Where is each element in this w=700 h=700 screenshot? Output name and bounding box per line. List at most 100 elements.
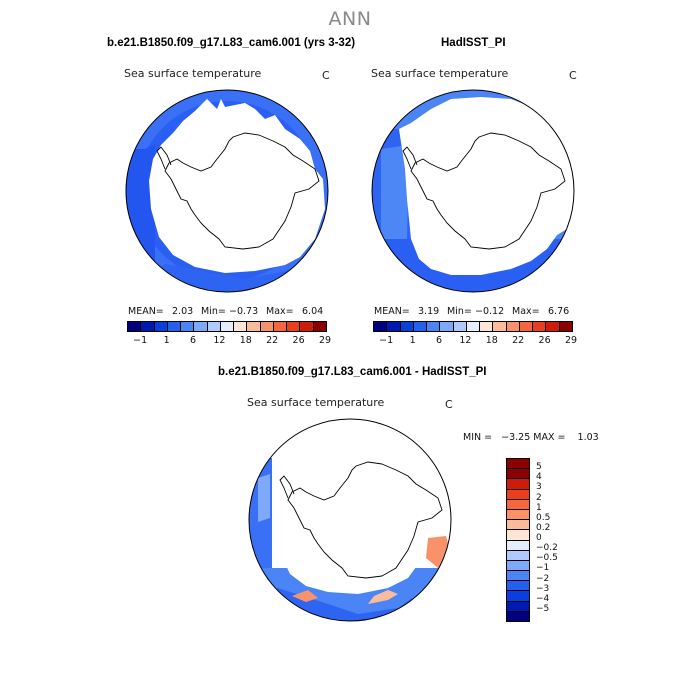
left-colorbar-cell bbox=[141, 322, 155, 331]
right-colorbar-cell bbox=[506, 322, 520, 331]
right-colorbar-ticks: −1 1 6 12 18 22 26 29 bbox=[373, 335, 577, 347]
right-colorbar-tick-label: −1 bbox=[379, 335, 394, 346]
right-colorbar-tick-label: 29 bbox=[564, 335, 578, 346]
diff-warm-patch-1 bbox=[292, 590, 318, 602]
right-colorbar-cell bbox=[559, 322, 572, 331]
diff-colorbar-cell bbox=[507, 540, 529, 551]
diff-units-label: C bbox=[445, 398, 453, 411]
left-antarctica-coast bbox=[164, 132, 320, 250]
right-colorbar-cell bbox=[374, 322, 388, 331]
left-min-label: Min= bbox=[201, 306, 226, 317]
right-colorbar-cell bbox=[453, 322, 467, 331]
right-colorbar-tick-label: 6 bbox=[435, 335, 443, 346]
diff-colorbar-tick-label: −0.2 bbox=[536, 543, 558, 554]
left-colorbar-cell bbox=[313, 322, 326, 331]
left-colorbar bbox=[127, 321, 327, 332]
diff-colorbar-tick-label: 2 bbox=[536, 492, 542, 503]
diff-colorbar-cell bbox=[507, 469, 529, 480]
left-colorbar-tick-label: 29 bbox=[318, 335, 332, 346]
right-colorbar-cell bbox=[533, 322, 547, 331]
left-mean-label: MEAN= bbox=[128, 306, 164, 317]
left-colorbar-cell bbox=[207, 322, 221, 331]
figure-title: ANN bbox=[328, 8, 372, 30]
diff-colorbar-tick-label: −0.5 bbox=[536, 553, 558, 564]
left-colorbar-cell bbox=[194, 322, 208, 331]
left-colorbar-tick-label: 12 bbox=[213, 335, 226, 346]
diff-panel-title: b.e21.B1850.f09_g17.L83_cam6.001 - HadIS… bbox=[218, 366, 487, 378]
right-panel-title: HadISST_PI bbox=[441, 37, 506, 49]
diff-antarctica-coast bbox=[287, 461, 443, 579]
left-colorbar-cell bbox=[167, 322, 182, 331]
right-colorbar-cell bbox=[427, 322, 441, 331]
right-colorbar-cell bbox=[546, 322, 560, 331]
diff-colorbar-tick-label: 0.2 bbox=[536, 522, 551, 533]
left-colorbar-tick-label: 22 bbox=[266, 335, 279, 346]
right-mean-value: 3.19 bbox=[418, 306, 440, 317]
diff-minmax-text: MIN = −3.25 MAX = 1.03 bbox=[463, 432, 599, 443]
left-colorbar-tick-label: −1 bbox=[133, 335, 148, 346]
right-min-label: Min= bbox=[447, 306, 472, 317]
left-colorbar-cell bbox=[234, 322, 248, 331]
left-colorbar-cell bbox=[181, 322, 195, 331]
diff-colorbar-tick-label: −1 bbox=[536, 563, 550, 574]
left-max-label: Max= bbox=[266, 306, 294, 317]
right-colorbar-cell bbox=[440, 322, 454, 331]
diff-colorbar-cell bbox=[507, 489, 529, 500]
diff-colorbar-cell bbox=[507, 611, 529, 621]
diff-colorbar-cell bbox=[507, 459, 529, 470]
right-units-label: C bbox=[569, 69, 577, 82]
right-colorbar-tick-label: 12 bbox=[459, 335, 472, 346]
diff-colorbar-tick-label: −2 bbox=[536, 573, 550, 584]
left-colorbar-tick-label: 26 bbox=[292, 335, 305, 346]
right-min-value: −0.12 bbox=[475, 306, 505, 317]
right-ice-region bbox=[399, 97, 574, 275]
left-panel-title: b.e21.B1850.f09_g17.L83_cam6.001 (yrs 3-… bbox=[107, 37, 356, 49]
right-colorbar-tick-label: 1 bbox=[409, 335, 416, 346]
left-colorbar-cell bbox=[287, 322, 301, 331]
left-colorbar-cell bbox=[260, 322, 274, 331]
diff-colorbar bbox=[506, 458, 530, 622]
right-variable-label: Sea surface temperature bbox=[371, 67, 509, 80]
diff-colorbar-tick-label: 5 bbox=[536, 462, 542, 473]
right-colorbar-cell bbox=[387, 322, 401, 331]
right-colorbar-tick-label: 26 bbox=[538, 335, 551, 346]
diff-colorbar-tick-label: 1 bbox=[536, 502, 542, 513]
right-colorbar-cell bbox=[480, 322, 494, 331]
diff-colorbar-tick-label: 3 bbox=[536, 482, 542, 493]
diff-colorbar-cell bbox=[507, 591, 529, 602]
diff-colorbar-cell bbox=[507, 499, 529, 510]
diff-colorbar-cell bbox=[507, 479, 529, 490]
diff-warm-patch-2 bbox=[368, 590, 398, 604]
left-colorbar-tick-label: 1 bbox=[163, 335, 170, 346]
diff-colorbar-tick-label: −4 bbox=[536, 593, 550, 604]
right-colorbar-tick-label: 18 bbox=[485, 335, 498, 346]
right-colorbar-cell bbox=[493, 322, 507, 331]
left-colorbar-tick-label: 6 bbox=[189, 335, 197, 346]
diff-colorbar-cell bbox=[507, 601, 529, 612]
right-max-label: Max= bbox=[512, 306, 540, 317]
left-mean-value: 2.03 bbox=[172, 306, 194, 317]
diff-colorbar-cell bbox=[507, 520, 529, 531]
diff-colorbar-cell bbox=[507, 560, 529, 572]
left-min-value: −0.73 bbox=[229, 306, 259, 317]
right-colorbar-tick-label: 22 bbox=[512, 335, 525, 346]
left-polar-map bbox=[125, 89, 329, 293]
diff-colorbar-tick-label: −3 bbox=[536, 583, 550, 594]
diff-variable-label: Sea surface temperature bbox=[247, 396, 385, 409]
left-colorbar-ticks: −1 1 6 12 18 22 26 29 bbox=[127, 335, 331, 347]
right-colorbar-cell bbox=[413, 322, 428, 331]
left-colorbar-cell bbox=[154, 322, 168, 331]
right-colorbar-cell bbox=[466, 322, 481, 331]
left-variable-label: Sea surface temperature bbox=[124, 67, 262, 80]
right-max-value: 6.76 bbox=[548, 306, 570, 317]
diff-colorbar-cell bbox=[507, 550, 529, 561]
diff-colorbar-tick-label: 0.5 bbox=[536, 512, 551, 523]
right-colorbar bbox=[373, 321, 573, 332]
diff-colorbar-ticks: 5 4 3 2 1 0.5 0.2 0 −0.2 −0.5 −1 −2 −3 −4 −5 bbox=[536, 458, 576, 620]
right-antarctica-coast bbox=[410, 132, 566, 250]
left-units-label: C bbox=[322, 69, 330, 82]
diff-colorbar-tick-label: −5 bbox=[536, 603, 550, 614]
left-colorbar-tick-label: 18 bbox=[239, 335, 252, 346]
right-mean-label: MEAN= bbox=[374, 306, 410, 317]
right-colorbar-cell bbox=[519, 322, 534, 331]
